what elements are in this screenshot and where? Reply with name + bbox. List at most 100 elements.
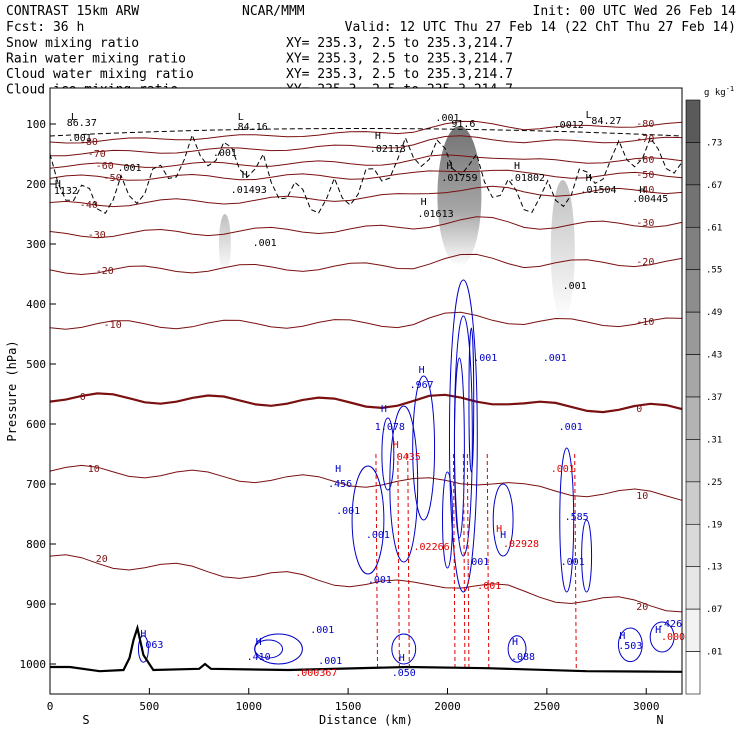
isotherm-label-0: 0	[80, 392, 86, 403]
colorbar-swatch-3	[685, 226, 701, 271]
cloud-water-contour-8	[559, 447, 575, 593]
field-xy-0: XY= 235.3, 2.5 to 235.3,214.7	[286, 36, 513, 51]
annotation-62: H	[512, 637, 518, 648]
annotation-17: 84.27	[591, 116, 621, 127]
isotherm-line--20	[49, 253, 683, 276]
contour-annotations: L86.37.001.001L84.16.001H1132H.01493H.02…	[54, 110, 691, 679]
model-title: CONTRAST 15km ARW	[6, 4, 139, 19]
annotation-28: .001	[253, 238, 277, 249]
field-name-0: Snow mixing ratio	[6, 36, 139, 51]
x-tick-label-5: 2500	[534, 700, 561, 713]
colorbar-level-5: .31	[706, 435, 722, 445]
cloud-water-contour-2	[453, 357, 465, 539]
annotation-15: .0012	[554, 120, 584, 131]
annotation-34: H	[381, 404, 387, 415]
annotation-60: H	[399, 653, 405, 664]
rain-water-contour-6	[486, 453, 490, 671]
annotation-64: H	[619, 631, 625, 642]
y-tick-label-8: 900	[26, 598, 46, 611]
colorbar-swatch-7	[685, 396, 701, 440]
rain-water-contour-2	[407, 453, 410, 671]
annotation-50: .001	[465, 557, 489, 568]
annotation-35: 1.078	[375, 422, 405, 433]
forecast-hour: Fcst: 36 h	[6, 20, 84, 35]
terrain-surface-line	[50, 623, 683, 673]
annotation-56: H	[256, 637, 262, 648]
annotation-51: .001	[368, 575, 392, 586]
y-tick-label-6: 700	[26, 478, 46, 491]
isotherm-label-right--50: -50	[636, 170, 654, 181]
colorbar-swatch-5	[685, 311, 701, 355]
annotation-1: 86.37	[67, 118, 97, 129]
cloud-water-contour-11	[442, 471, 453, 569]
x-tick-label-4: 2000	[434, 700, 461, 713]
colorbar: g kg-1 .01 .07 .13 .19 .25 .31 .37 .43 .49 .55 .61…	[685, 85, 734, 695]
annotation-14: 91.6	[451, 119, 475, 130]
x-axis-label: Distance (km)	[319, 713, 413, 727]
colorbar-level-4: .25	[706, 478, 722, 488]
annotation-57: .410	[247, 652, 271, 663]
colorbar-swatch-11	[685, 566, 701, 610]
rain-water-contour-1	[397, 453, 400, 671]
isotherm-label--30: -30	[88, 230, 106, 241]
annotation-39: .001	[551, 464, 575, 475]
x-tick-label-6: 3000	[633, 700, 660, 713]
cloud-ice-contour	[49, 133, 683, 214]
y-tick-label-3: 400	[26, 298, 46, 311]
rain-water-contour-7	[574, 453, 577, 671]
annotation-67: .426	[658, 619, 682, 630]
annotation-4: L	[238, 112, 244, 123]
annotation-44: H	[500, 530, 506, 541]
colorbar-swatch-0	[685, 99, 701, 143]
annotation-26: H	[639, 185, 645, 196]
cloud-water-contour-15	[507, 635, 527, 663]
field-name-1: Rain water mixing ratio	[6, 52, 186, 67]
y-tick-label-0: 100	[26, 118, 46, 131]
colorbar-swatch-12	[685, 608, 701, 652]
isotherm-line--40	[49, 185, 683, 208]
isotherm-label-10: 10	[88, 464, 100, 475]
isotherm-line--70	[49, 135, 683, 157]
annotation-46: .02266	[414, 542, 450, 553]
colorbar-swatch-9	[685, 481, 701, 525]
y-tick-label-4: 500	[26, 358, 46, 371]
cloud-water-contour-5	[389, 405, 419, 563]
annotation-55: .063	[139, 640, 163, 651]
annotation-24: H	[421, 197, 427, 208]
plot-area: -80-80-70-70-60-60-50 -50-40-40-30-30-20-…	[20, 87, 691, 713]
isotherm-label-right--40: -40	[636, 185, 654, 196]
annotation-59: .000367	[295, 668, 337, 679]
annotation-0: L	[71, 112, 77, 123]
annotation-11: H	[375, 131, 381, 142]
cloud-water-contour-0	[448, 279, 478, 593]
annotation-41: .456	[328, 479, 352, 490]
isotherm-label-20: 20	[96, 554, 108, 565]
isotherm-line--60	[49, 154, 683, 169]
annotation-42: .001	[336, 506, 360, 517]
temperature-isotherms: -80-80-70-70-60-60-50 -50-40-40-30-30-20-…	[49, 119, 683, 613]
isotherm-line--30	[49, 216, 683, 239]
y-axis-label: Pressure (hPa)	[5, 340, 19, 441]
colorbar-swatch-13	[685, 651, 701, 695]
cloud-water-contour-9	[581, 519, 593, 593]
colorbar-swatch-10	[685, 523, 701, 568]
annotation-22: H	[586, 173, 592, 184]
cloud-water-contour-18	[137, 635, 149, 663]
end-label-south: S	[82, 713, 89, 727]
isotherm-label--80: -80	[80, 137, 98, 148]
cloud-water-contour-7	[492, 483, 514, 557]
cloud-water-contour-13	[254, 639, 284, 659]
annotation-5: 84.16	[238, 122, 268, 133]
annotation-21: .01802	[509, 173, 545, 184]
annotation-38: .0435	[391, 452, 421, 463]
isotherm-label-right-0: 0	[636, 404, 642, 415]
colorbar-swatch-4	[685, 269, 701, 313]
annotation-23: .01504	[580, 185, 616, 196]
colorbar-level-0: .01	[706, 648, 722, 658]
snow-shading	[218, 126, 575, 320]
field-name-2: Cloud water mixing ratio	[6, 67, 194, 82]
snow-plume-west	[218, 214, 231, 274]
annotation-65: .503	[618, 641, 642, 652]
rain-water-contour-4	[462, 453, 466, 671]
